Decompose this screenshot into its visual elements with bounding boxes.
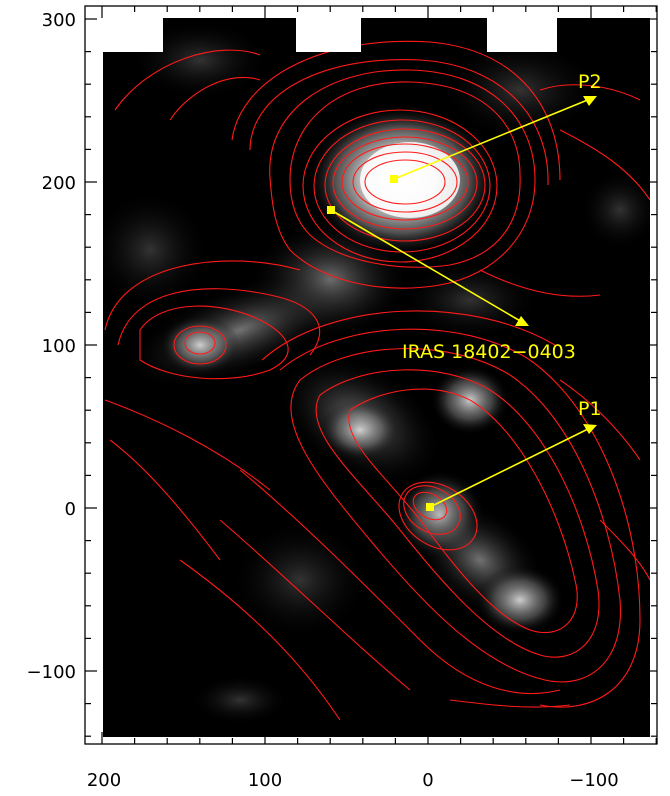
y-tick-label: 300 (42, 10, 76, 31)
p1-arrow (426, 424, 597, 511)
x-tick-label: 200 (87, 770, 121, 791)
y-tick-label: 200 (42, 173, 76, 194)
label-p2: P2 (578, 71, 602, 93)
y-tick-label: 100 (42, 336, 76, 357)
annotation-arrows (327, 96, 597, 511)
y-tick-label: −100 (27, 662, 76, 683)
x-tick-label: −100 (569, 770, 618, 791)
tick-marks (85, 6, 657, 744)
label-p1: P1 (578, 398, 602, 420)
iras-arrow (327, 206, 529, 326)
label-iras: IRAS 18402−0403 (402, 341, 576, 363)
x-tick-label: 0 (422, 770, 433, 791)
x-tick-label: 100 (248, 770, 282, 791)
greyscale-image (103, 18, 650, 737)
y-tick-label: 0 (65, 499, 76, 520)
contour-lines (104, 40, 650, 721)
p2-arrow (390, 96, 597, 183)
